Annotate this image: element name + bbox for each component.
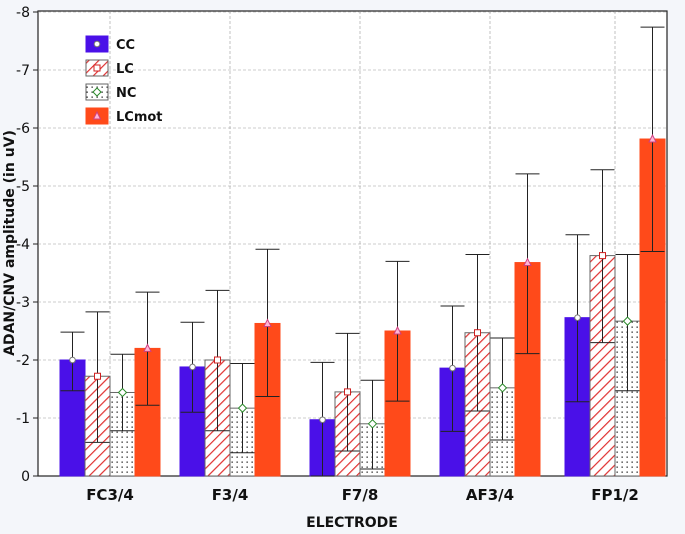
lc-marker: [599, 252, 606, 260]
lcmot-marker: [393, 325, 402, 335]
y-tick-label: -3: [16, 295, 30, 311]
lc-marker: [474, 329, 481, 337]
y-tick-label: -2: [16, 353, 30, 369]
x-axis-title: ELECTRODE: [306, 515, 398, 531]
cc-marker: [189, 363, 196, 371]
y-axis-title: ADAN/CNV amplitude (in uV): [2, 130, 18, 356]
x-tick-label: FP1/2: [591, 486, 639, 504]
cc-marker: [449, 364, 456, 372]
lc-marker: [214, 356, 221, 364]
nc-marker: [367, 419, 378, 429]
legend-label-lc: LC: [116, 62, 134, 77]
cc-marker: [93, 40, 101, 48]
x-tick-label: AF3/4: [466, 486, 514, 504]
lc-marker: [344, 388, 351, 396]
y-tick-label: -6: [16, 121, 30, 137]
x-tick-label: F7/8: [342, 486, 379, 504]
nc-marker: [237, 403, 248, 413]
x-tick-label: F3/4: [212, 486, 249, 504]
y-tick-label: -4: [16, 237, 30, 253]
lc-marker: [93, 64, 101, 72]
legend-label-nc: NC: [116, 86, 136, 101]
legend-label-cc: CC: [116, 38, 135, 53]
y-tick-label: -1: [16, 411, 30, 427]
nc-marker: [622, 316, 633, 326]
nc-marker: [497, 383, 508, 393]
cc-marker: [574, 314, 581, 321]
lcmot-marker: [523, 257, 532, 267]
cc-marker: [69, 356, 76, 364]
lc-marker: [94, 372, 101, 380]
lcmot-marker: [143, 343, 152, 352]
lcmot-marker: [648, 133, 657, 143]
nc-marker: [92, 87, 102, 97]
y-tick-label: -8: [16, 5, 30, 21]
legend-label-lcmot: LCmot: [116, 110, 163, 125]
y-tick-label: -5: [16, 179, 30, 195]
nc-marker: [117, 387, 128, 398]
y-tick-label: -7: [16, 63, 30, 79]
y-tick-label: 0: [21, 469, 30, 485]
bar-cc-fc3-4: [59, 359, 86, 477]
x-tick-label: FC3/4: [86, 486, 134, 504]
cc-marker: [319, 416, 326, 424]
lcmot-marker: [263, 318, 272, 327]
lcmot-marker: [92, 110, 102, 120]
